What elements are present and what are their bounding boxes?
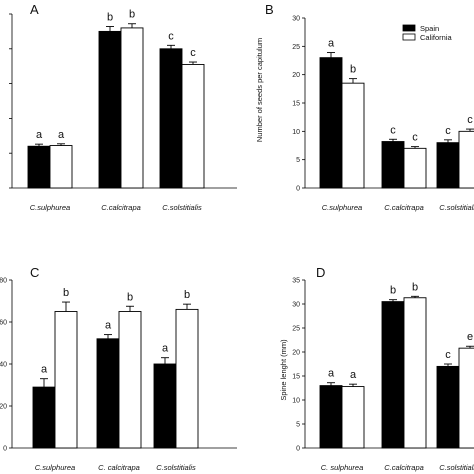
panel-a-significance-letter: b bbox=[129, 9, 135, 21]
panel-b: B Number of seeds per capitulum Spain Ca… bbox=[255, 2, 474, 212]
panel-b-bar-california-1 bbox=[341, 82, 365, 189]
panel-b-y-tick-label: 10 bbox=[292, 129, 300, 136]
panel-c-significance-letter: b bbox=[127, 291, 133, 303]
panel-b-y-tick-label: 25 bbox=[292, 44, 300, 51]
panel-d-y-tick-label: 0 bbox=[296, 446, 300, 453]
panel-d-category-label: C.calcitrapa bbox=[384, 463, 424, 472]
panel-d-y-tick-label: 20 bbox=[292, 350, 300, 357]
panel-b-category-label: C.solstitialis bbox=[439, 203, 474, 212]
legend-swatch-spain bbox=[402, 24, 416, 32]
panel-b-y-tick-label: 5 bbox=[296, 157, 300, 164]
panel-b-y-tick-label: 15 bbox=[292, 101, 300, 108]
panel-a-significance-letter: a bbox=[58, 129, 65, 141]
panel-b-significance-letter: a bbox=[328, 38, 335, 50]
panel-d-label: D bbox=[316, 265, 325, 280]
panel-c-y-tick-label: 20 bbox=[0, 404, 7, 411]
panel-c-category-label: C.solstitialis bbox=[156, 463, 196, 472]
panel-c-significance-letter: b bbox=[63, 287, 69, 299]
panel-c-y-tick-label: 80 bbox=[0, 278, 7, 285]
panel-a-bar-spain-2 bbox=[98, 30, 122, 189]
panel-d-category-label: C.solstitialis bbox=[439, 463, 474, 472]
panel-a-significance-letter: c bbox=[190, 47, 196, 59]
panel-c-significance-letter: a bbox=[41, 364, 48, 376]
panel-b-bar-spain-1 bbox=[319, 57, 343, 189]
panel-d-y-tick-label: 5 bbox=[296, 422, 300, 429]
panel-b-bar-spain-3 bbox=[436, 142, 460, 189]
panel-a-significance-letter: c bbox=[168, 30, 174, 42]
panel-c-bar-california-1 bbox=[54, 311, 78, 449]
panel-a-category-label: C.calcitrapa bbox=[101, 203, 141, 212]
panel-a-category-label: C.sulphurea bbox=[30, 203, 70, 212]
panel-d-significance-letter: c bbox=[445, 349, 451, 361]
panel-c: C 0 20 40 60 80 a b C.sulphurea a b C. calcitrapa a… bbox=[0, 265, 237, 472]
panel-c-bar-spain-2 bbox=[96, 338, 120, 449]
panel-b-bar-california-3 bbox=[458, 130, 474, 189]
panel-c-bar-california-2 bbox=[118, 311, 142, 449]
panel-d-bar-spain-3 bbox=[436, 365, 460, 449]
panel-c-y-tick-label: 0 bbox=[3, 446, 7, 453]
panel-d-bar-spain-2 bbox=[381, 301, 405, 449]
panel-b-significance-letter: c bbox=[390, 124, 396, 136]
panel-d-bar-california-1 bbox=[341, 386, 365, 449]
panel-d-y-tick-label: 10 bbox=[292, 398, 300, 405]
panel-b-y-tick-label: 20 bbox=[292, 72, 300, 79]
legend: Spain California bbox=[402, 24, 453, 42]
panel-b-significance-letter: c bbox=[412, 132, 418, 144]
panel-d-y-axis-title: Spine lenght (mm) bbox=[279, 339, 288, 401]
panel-a-significance-letter: a bbox=[36, 129, 43, 141]
panel-b-category-label: C.calcitrapa bbox=[384, 203, 424, 212]
panel-d-significance-letter: b bbox=[390, 285, 396, 297]
panel-a-bar-california-2 bbox=[120, 27, 144, 189]
panel-c-y-tick-label: 60 bbox=[0, 320, 7, 327]
panel-b-y-axis-title: Number of seeds per capitulum bbox=[255, 38, 264, 142]
panel-b-bar-spain-2 bbox=[381, 141, 405, 189]
panel-b-significance-letter: c bbox=[467, 114, 473, 126]
panel-c-significance-letter: a bbox=[162, 343, 169, 355]
panel-a-bar-california-3 bbox=[181, 64, 205, 189]
panel-a-category-label: C.solstitialis bbox=[162, 203, 202, 212]
panel-b-category-label: C.sulphurea bbox=[322, 203, 362, 212]
panel-c-label: C bbox=[30, 265, 39, 280]
panel-b-y-tick-label: 30 bbox=[292, 16, 300, 23]
panel-a: A a a C.sulphurea b b C.calcitrapa c c C.solstit… bbox=[9, 2, 237, 212]
panel-b-significance-letter: c bbox=[445, 125, 451, 137]
panel-d-significance-letter: a bbox=[328, 368, 335, 380]
panel-d-bar-california-3 bbox=[458, 347, 474, 449]
panel-c-significance-letter: b bbox=[184, 289, 190, 301]
panel-c-category-label: C. calcitrapa bbox=[98, 463, 140, 472]
panel-d-significance-letter: b bbox=[412, 281, 418, 293]
legend-swatch-california bbox=[402, 33, 416, 41]
panel-d-bar-spain-1 bbox=[319, 385, 343, 449]
legend-label-california: California bbox=[420, 33, 453, 42]
panel-d-y-tick-label: 15 bbox=[292, 374, 300, 381]
panel-a-bar-california-1 bbox=[49, 145, 73, 189]
panel-d-significance-letter: e bbox=[467, 331, 473, 343]
panel-a-label: A bbox=[30, 2, 39, 17]
panel-b-bar-california-2 bbox=[403, 147, 427, 189]
panel-d: D Spine lenght (mm) 0 5 10 15 20 25 30 35 a a C. s… bbox=[279, 265, 474, 472]
panel-c-y-tick-label: 40 bbox=[0, 362, 7, 369]
panel-b-significance-letter: b bbox=[350, 64, 356, 76]
panel-d-y-tick-label: 30 bbox=[292, 302, 300, 309]
panel-c-significance-letter: a bbox=[105, 320, 112, 332]
panel-c-bar-spain-3 bbox=[153, 363, 177, 449]
panel-b-label: B bbox=[265, 2, 274, 17]
panel-d-y-tick-label: 35 bbox=[292, 278, 300, 285]
panel-c-bar-california-3 bbox=[175, 308, 199, 449]
panel-b-y-tick-label: 0 bbox=[296, 186, 300, 193]
panel-d-significance-letter: a bbox=[350, 369, 357, 381]
panel-d-bar-california-2 bbox=[403, 297, 427, 449]
panel-c-category-label: C.sulphurea bbox=[35, 463, 75, 472]
panel-d-category-label: C. sulphurea bbox=[321, 463, 364, 472]
panel-a-significance-letter: b bbox=[107, 12, 113, 24]
panel-d-y-tick-label: 25 bbox=[292, 326, 300, 333]
panel-c-bar-spain-1 bbox=[32, 386, 56, 449]
panel-a-bar-spain-3 bbox=[159, 48, 183, 189]
legend-label-spain: Spain bbox=[420, 24, 439, 33]
panel-a-bar-spain-1 bbox=[27, 145, 51, 189]
